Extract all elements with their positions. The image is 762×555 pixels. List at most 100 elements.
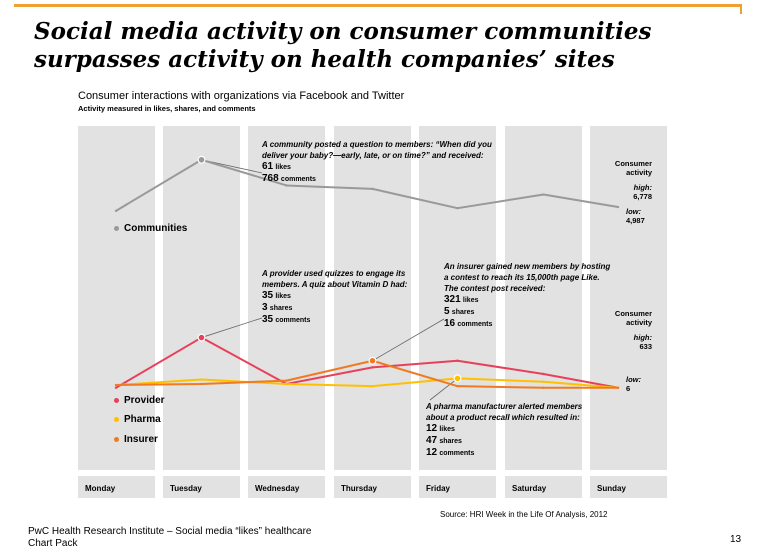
stat-number: 321: [444, 294, 461, 305]
stat-number: 61: [262, 161, 274, 172]
communities-dot-icon: [114, 225, 119, 231]
ca-label-2: activity: [626, 168, 652, 177]
footer-line-2: Chart Pack: [28, 538, 78, 549]
pharma-point-wednesday: [285, 382, 288, 386]
pharma-annotation: A pharma manufacturer alerted members ab…: [426, 401, 582, 459]
ca-high-label: high:: [633, 333, 652, 342]
insurer-point-sunday: [616, 386, 620, 389]
legend-insurer: Insurer: [114, 434, 158, 445]
title-line-1: Social media activity on consumer commun…: [34, 18, 652, 45]
insurer-annotation-text-1: An insurer gained new members by hosting: [444, 262, 611, 271]
ca-low-value: 6: [626, 384, 631, 393]
ca-low-label: low:: [626, 375, 641, 384]
stat-unit: shares: [451, 309, 475, 316]
stat-number: 35: [262, 314, 274, 325]
stat-number: 12: [426, 447, 438, 458]
day-label-wednesday: Wednesday: [255, 484, 300, 493]
day-label-tuesday: Tuesday: [170, 484, 202, 493]
legend-communities: Communities: [114, 223, 187, 234]
communities-point-friday: [456, 206, 459, 210]
top-accent-line: [14, 4, 742, 7]
community-stat-comments: 768 comments: [262, 173, 492, 185]
legend-label: Pharma: [124, 414, 161, 425]
provider-stat-likes: 35 likes: [262, 290, 407, 302]
legend-label: Provider: [124, 395, 165, 406]
page-title: Social media activity on consumer commun…: [34, 18, 734, 74]
day-column-wednesday: [248, 126, 325, 470]
communities-consumer-activity: Consumer activity high: 6,778 low: 4,987: [596, 159, 652, 225]
title-line-2: surpasses activity on health companies’ …: [34, 46, 615, 73]
insurer-annotation-text-3: The contest post received:: [444, 284, 546, 293]
stat-number: 768: [262, 173, 279, 184]
insurer-stat-likes: 321 likes: [444, 294, 610, 306]
pharma-point-thursday: [371, 384, 374, 388]
provider-stat-comments: 35 comments: [262, 314, 407, 326]
pharma-point-saturday: [542, 380, 545, 383]
legend-label: Communities: [124, 223, 188, 234]
day-label-box-friday: [419, 476, 496, 498]
day-label-box-wednesday: [248, 476, 325, 498]
communities-point-wednesday: [285, 184, 288, 187]
insurer-dot-icon: [114, 436, 119, 442]
pharma-stat-shares: 47 shares: [426, 435, 582, 447]
pharma-annotation-text-2: about a product recall which resulted in…: [426, 413, 580, 422]
insurer-point-saturday: [542, 386, 545, 389]
footer: PwC Health Research Institute – Social m…: [28, 526, 311, 550]
day-label-saturday: Saturday: [512, 484, 547, 493]
pharma-stat-comments: 12 comments: [426, 447, 582, 459]
stat-unit: comments: [280, 176, 316, 183]
ca-low-value: 4,987: [626, 216, 645, 225]
ca-high-value: 6,778: [633, 192, 652, 201]
ca-label-1: Consumer: [614, 159, 652, 168]
provider-dot-icon: [114, 397, 119, 403]
ca-label-2: activity: [626, 318, 652, 327]
community-annotation: A community posted a question to members…: [262, 139, 492, 185]
provider-point-monday: [114, 386, 118, 389]
pharma-annotation-text-1: A pharma manufacturer alerted members: [426, 402, 583, 411]
communities-highlight-point: [197, 155, 206, 164]
measure-note: Activity measured in likes, shares, and …: [78, 104, 256, 113]
day-column-thursday: [334, 126, 411, 470]
footer-line-1: PwC Health Research Institute – Social m…: [28, 526, 312, 537]
pharma-point-tuesday: [200, 378, 203, 381]
legend-label: Insurer: [124, 434, 158, 445]
community-annotation-text-2: deliver your baby?—early, late, or on ti…: [262, 151, 484, 160]
day-label-sunday: Sunday: [597, 484, 626, 493]
stat-number: 3: [262, 302, 268, 313]
chart-subtitle: Consumer interactions with organizations…: [78, 90, 405, 102]
day-label-monday: Monday: [85, 484, 116, 493]
day-label-box-thursday: [334, 476, 411, 498]
stat-unit: comments: [275, 317, 311, 324]
insurer-point-tuesday: [200, 382, 203, 386]
source-note: Source: HRI Week in the Life Of Analysis…: [440, 510, 608, 519]
insurer-point-wednesday: [285, 379, 288, 382]
stat-unit: likes: [275, 164, 291, 171]
community-annotation-text-1: A community posted a question to members…: [262, 140, 492, 149]
stat-unit: likes: [439, 426, 455, 433]
provider-annotation-text-2: members. A quiz about Vitamin D had:: [262, 280, 408, 289]
provider-highlight-point: [197, 333, 206, 342]
day-label-box-sunday: [590, 476, 667, 498]
day-column-monday: [78, 126, 155, 470]
provider-annotation: A provider used quizzes to engage its me…: [262, 268, 407, 326]
insurer-leader-line: [372, 318, 445, 362]
stat-number: 12: [426, 423, 438, 434]
communities-point-saturday: [542, 193, 545, 196]
insurer-highlight-point: [368, 356, 377, 365]
ca-label-1: Consumer: [614, 309, 652, 318]
day-label-box-monday: [78, 476, 155, 498]
insurer-annotation: An insurer gained new members by hosting…: [444, 261, 610, 330]
provider-leader-line: [201, 317, 263, 338]
insurer-point-monday: [114, 383, 118, 387]
insurer-stat-comments: 16 comments: [444, 318, 610, 330]
stat-unit: likes: [275, 293, 291, 300]
insurer-point-friday: [456, 384, 459, 388]
ca-low-label: low:: [626, 207, 641, 216]
communities-point-thursday: [371, 187, 374, 191]
insurer-stat-shares: 5 shares: [444, 306, 610, 318]
communities-point-sunday: [616, 205, 620, 209]
stat-unit: shares: [269, 305, 293, 312]
pharma-stat-likes: 12 likes: [426, 423, 582, 435]
day-column-tuesday: [163, 126, 240, 470]
day-label-thursday: Thursday: [341, 484, 378, 493]
